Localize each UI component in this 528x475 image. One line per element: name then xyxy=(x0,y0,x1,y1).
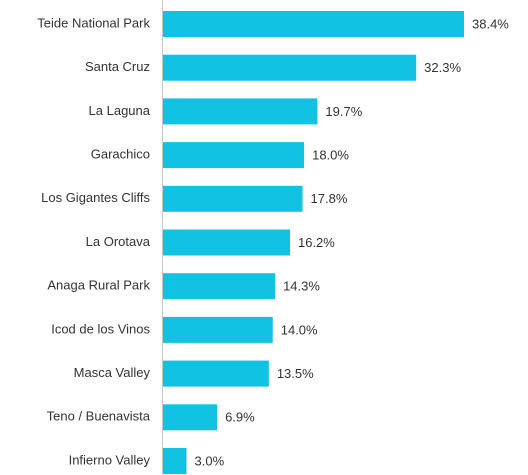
bar xyxy=(163,316,273,343)
category-label: Masca Valley xyxy=(74,365,151,380)
category-label: Anaga Rural Park xyxy=(47,278,150,293)
value-label: 6.9% xyxy=(225,410,255,425)
category-label: Teno / Buenavista xyxy=(47,409,151,424)
category-label: Los Gigantes Cliffs xyxy=(41,190,150,205)
value-label: 3.0% xyxy=(195,453,225,468)
bar xyxy=(163,229,290,256)
category-label: Icod de los Vinos xyxy=(51,321,150,336)
value-label: 18.0% xyxy=(312,148,349,163)
bar xyxy=(163,404,218,431)
category-label: La Orotava xyxy=(86,234,151,249)
value-label: 17.8% xyxy=(311,191,348,206)
bar xyxy=(163,185,303,212)
value-label: 38.4% xyxy=(472,16,509,31)
value-label: 16.2% xyxy=(298,235,335,250)
category-label: Infierno Valley xyxy=(69,452,151,467)
value-label: 32.3% xyxy=(424,60,461,75)
value-label: 13.5% xyxy=(277,366,314,381)
bar xyxy=(163,142,305,169)
bar xyxy=(163,98,318,125)
category-label: Garachico xyxy=(91,147,150,162)
value-label: 19.7% xyxy=(325,104,362,119)
value-label: 14.3% xyxy=(283,279,320,294)
bar xyxy=(163,448,187,474)
bar xyxy=(163,54,417,81)
bar xyxy=(163,360,269,387)
category-label: La Laguna xyxy=(89,103,151,118)
category-label: Teide National Park xyxy=(37,15,150,30)
bar xyxy=(163,273,276,300)
value-label: 14.0% xyxy=(281,322,318,337)
category-label: Santa Cruz xyxy=(85,59,150,74)
bar xyxy=(163,11,464,37)
